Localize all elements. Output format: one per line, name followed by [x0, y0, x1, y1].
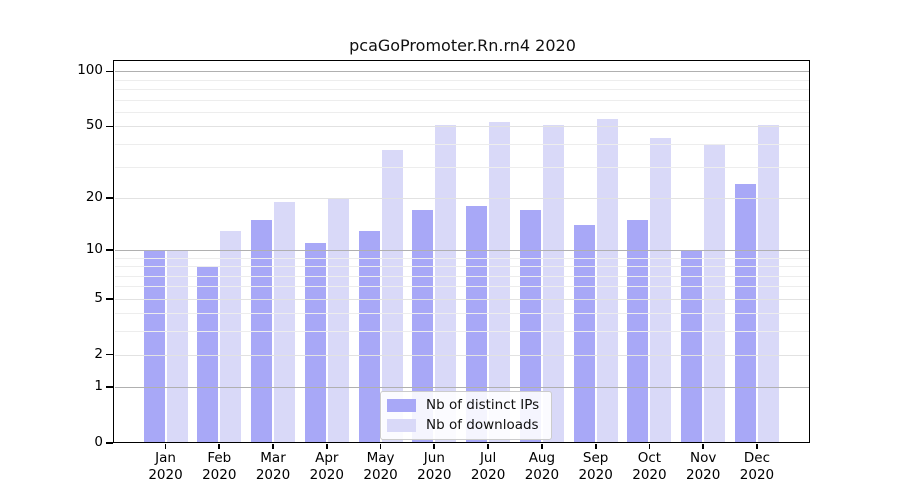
y-tick-mark [106, 70, 113, 73]
y-tick-mark [106, 125, 113, 128]
bar-distinct-ips-jul [466, 205, 488, 443]
minor-gridline [115, 286, 809, 288]
bar-downloads-apr [327, 197, 349, 443]
minor-gridline [115, 79, 809, 81]
minor-gridline [115, 266, 809, 268]
x-tick-label-jan: Jan 2020 [148, 450, 183, 483]
minor-gridline [115, 275, 809, 277]
x-tick-mark [272, 444, 274, 449]
x-tick-label-may: May 2020 [363, 450, 398, 483]
y-tick-mark [106, 442, 113, 444]
y-tick-label-2: 2 [94, 345, 103, 362]
minor-gridline [115, 144, 809, 146]
y-tick-label-5: 5 [94, 289, 103, 306]
bar-downloads-nov [704, 144, 726, 443]
minor-gridline [115, 89, 809, 91]
bar-distinct-ips-sep [573, 224, 595, 443]
x-tick-mark [756, 444, 758, 449]
bar-distinct-ips-feb [197, 266, 219, 443]
y-tick-mark [106, 196, 113, 199]
bar-distinct-ips-aug [519, 210, 541, 443]
y-tick-mark [106, 297, 113, 300]
minor-gridline [115, 257, 809, 259]
x-tick-mark [379, 444, 382, 449]
major-gridline [115, 126, 809, 128]
minor-gridline [115, 166, 809, 168]
bar-distinct-ips-may [358, 230, 380, 443]
y-tick-mark [106, 353, 113, 356]
x-tick-mark [433, 444, 436, 449]
y-tick-label-10: 10 [85, 240, 103, 257]
major-gridline [115, 197, 809, 199]
bar-downloads-may [381, 150, 403, 443]
y-tick-label-50: 50 [85, 117, 103, 134]
bar-downloads-sep [596, 118, 618, 443]
minor-gridline [115, 313, 809, 315]
x-tick-label-oct: Oct 2020 [632, 450, 667, 483]
bar-downloads-oct [650, 138, 672, 443]
x-tick-mark [594, 444, 597, 449]
x-tick-label-jun: Jun 2020 [417, 450, 452, 483]
legend-swatch-downloads [387, 418, 416, 432]
x-tick-label-aug: Aug 2020 [524, 450, 560, 483]
x-tick-mark [540, 444, 543, 449]
bar-downloads-jun [435, 124, 457, 443]
x-tick-label-dec: Dec 2020 [739, 450, 775, 483]
major-gridline [115, 298, 809, 300]
legend-item-distinct-ips: Nb of distinct IPs [387, 397, 539, 413]
y-tick-label-1: 1 [94, 378, 103, 395]
y-tick-mark [106, 249, 113, 251]
x-tick-mark [218, 444, 221, 449]
y-tick-label-100: 100 [77, 62, 103, 79]
legend-label-distinct-ips: Nb of distinct IPs [426, 397, 540, 413]
decade-gridline [115, 249, 809, 251]
x-tick-label-feb: Feb 2020 [202, 450, 237, 483]
bar-downloads-jan [166, 249, 188, 443]
x-tick-label-apr: Apr 2020 [309, 450, 344, 483]
bar-distinct-ips-apr [304, 242, 326, 443]
y-tick-mark [106, 386, 113, 389]
x-tick-mark [648, 444, 651, 449]
bar-downloads-jul [489, 121, 511, 443]
bar-distinct-ips-jun [412, 210, 434, 443]
bar-downloads-mar [274, 201, 296, 443]
legend-label-downloads: Nb of downloads [426, 417, 539, 433]
x-tick-mark [702, 444, 705, 449]
x-tick-mark [164, 444, 167, 449]
x-tick-label-nov: Nov 2020 [686, 450, 721, 483]
x-tick-label-jul: Jul 2020 [470, 450, 506, 483]
x-tick-label-mar: Mar 2020 [255, 450, 291, 483]
minor-gridline [115, 331, 809, 333]
decade-gridline [115, 71, 809, 73]
legend-item-downloads: Nb of downloads [387, 417, 539, 433]
x-tick-mark [487, 444, 490, 449]
major-gridline [115, 354, 809, 356]
bar-distinct-ips-nov [681, 249, 703, 443]
chart-title: pcaGoPromoter.Rn.rn4 2020 [349, 36, 576, 55]
decade-gridline [115, 387, 809, 389]
legend-swatch-distinct-ips [387, 398, 416, 412]
minor-gridline [115, 99, 809, 101]
x-tick-mark [325, 444, 328, 449]
minor-gridline [115, 112, 809, 114]
bar-downloads-feb [220, 230, 242, 443]
bar-downloads-dec [757, 124, 779, 443]
y-tick-label-0: 0 [94, 434, 103, 450]
bar-distinct-ips-dec [734, 183, 756, 443]
bar-downloads-aug [542, 124, 564, 443]
bar-distinct-ips-jan [143, 249, 165, 443]
x-tick-label-sep: Sep 2020 [578, 450, 613, 483]
legend: Nb of distinct IPs Nb of downloads [380, 391, 553, 440]
y-tick-label-20: 20 [85, 188, 103, 205]
